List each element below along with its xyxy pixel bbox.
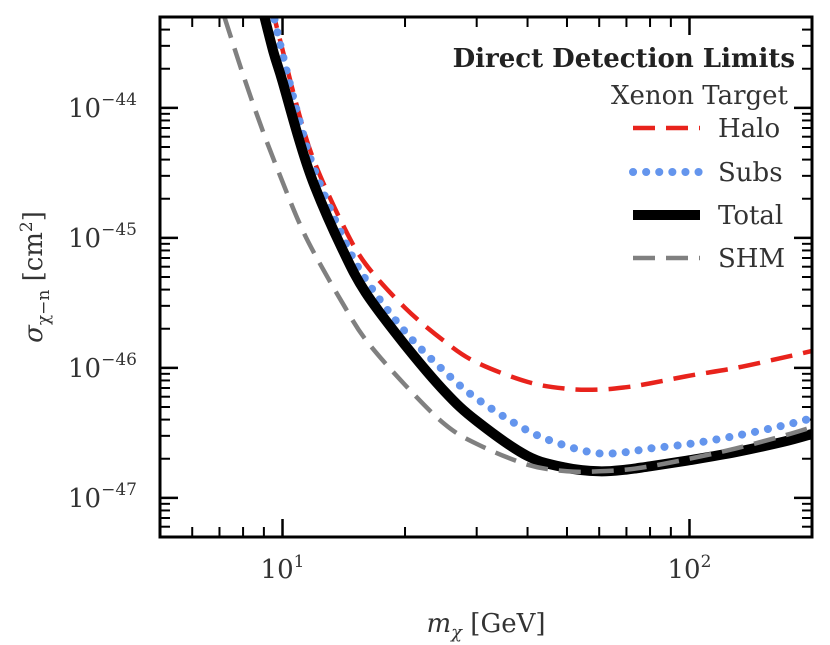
legend-title: Direct Detection Limits (453, 44, 795, 74)
legend: Direct Detection Limits Xenon Target Hal… (453, 44, 795, 274)
tick-labels: 101 102 10−44 10−45 10−46 10−47 (68, 90, 711, 585)
series-line-halo (271, 17, 812, 393)
x-tick-label: 102 (668, 552, 712, 585)
x-axis-label: mχ [GeV] (426, 609, 545, 643)
y-tick-label: 10−45 (68, 220, 137, 254)
legend-label-total: Total (718, 201, 783, 231)
y-tick-label: 10−46 (68, 350, 137, 384)
major-ticks (160, 17, 812, 537)
legend-subtitle: Xenon Target (611, 81, 789, 111)
y-tick-label: 10−44 (68, 90, 137, 124)
legend-label-halo: Halo (718, 114, 780, 144)
x-tick-label: 101 (261, 552, 305, 585)
series-line-subs (269, 17, 812, 458)
legend-label-shm: SHM (718, 244, 785, 274)
legend-label-subs: Subs (718, 158, 783, 188)
y-axis-label: σχ−n [cm2] (17, 211, 54, 343)
series-line-total (259, 17, 812, 477)
plot-frame (158, 15, 814, 539)
series-line-shm (222, 17, 812, 475)
y-tick-label: 10−47 (68, 480, 137, 514)
series-layer (222, 17, 812, 477)
